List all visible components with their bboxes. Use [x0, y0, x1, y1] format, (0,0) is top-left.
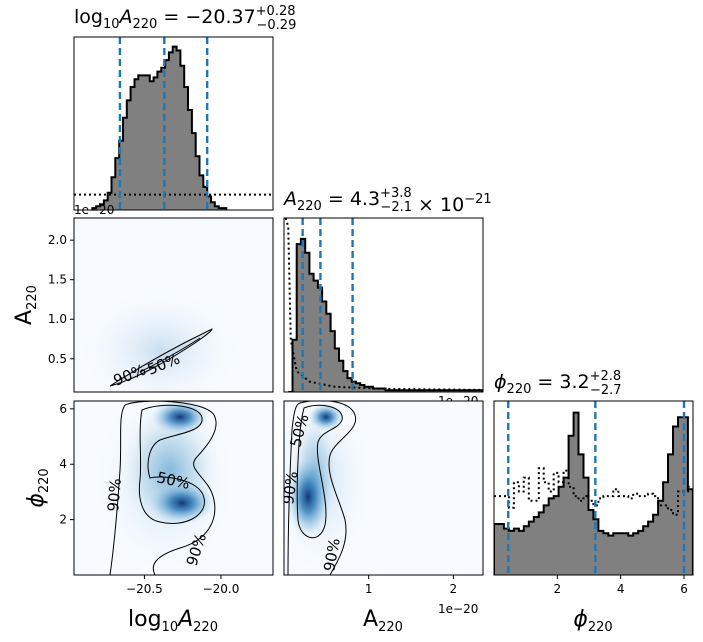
xlabel-A220: A220: [363, 607, 403, 635]
xtick-phi220-tick-label-1: 4: [617, 582, 625, 596]
axes-frame-log10A220-marginal: [73, 36, 274, 211]
ytick-phi220-tick-label-0: 2: [59, 513, 67, 527]
hist-step-phi220-marginal: [494, 411, 693, 575]
ytick-phi220-tick-label-2: 6: [59, 402, 67, 416]
xtick-log10A220-tick-label-0: −20.5: [126, 582, 163, 596]
xtick-A220-tick-label-0: 1: [365, 582, 373, 596]
xtick-log10A220-tick-label-1: −20.0: [203, 582, 240, 596]
hist-A220: [284, 218, 483, 392]
hist-fill-phi220-marginal: [494, 412, 693, 575]
axes-frame-log10A220-vs-A220: [73, 217, 274, 393]
contour-50-A220-phi220: [296, 404, 343, 538]
offset-label-A220-bottom: 1e−20: [438, 602, 478, 616]
ytick-A220-tick-label-1: 1.0: [48, 312, 67, 326]
offset-label-log10A220-marginal: 1e−20: [74, 203, 114, 217]
hist-phi220: [494, 401, 693, 575]
xlabel-phi220: ϕ220: [573, 607, 612, 635]
axes-frame-phi220-marginal: [493, 400, 694, 576]
ytick-phi220-tick-label-1: 4: [59, 457, 67, 471]
contour-90-log10A220-phi220: [109, 401, 217, 575]
xlabel-log10A220: log10A220: [128, 607, 218, 635]
ylabel-A220: A220: [12, 285, 40, 325]
ytick-A220-tick-label-2: 1.5: [48, 273, 67, 287]
panel-log10A220-marginal: log10A220 = −20.37+0.28 −0.29 1e−20: [73, 4, 296, 217]
contour-label-90-c1: 90%: [279, 470, 301, 506]
ylabel-phi220: ϕ220: [24, 468, 52, 507]
xticks-phi220: 2 4 6: [554, 575, 688, 596]
hist-step-log10A220-marginal: [91, 45, 228, 210]
contour-label-90-b1: 90%: [104, 478, 125, 513]
yticks-phi220: 2 4 6: [59, 402, 74, 527]
ytick-A220-tick-label-3: 2.0: [48, 233, 67, 247]
xtick-A220-tick-label-1: 2: [450, 582, 458, 596]
panel-log10A220-vs-A220: 90% 50% 0.51.01.52.0 A220: [12, 217, 274, 393]
panel-A220-marginal: A220 = 4.3+3.8−2.1 × 10−21 1e−20: [282, 186, 492, 408]
axes-frame-log10A220-vs-phi220: [73, 400, 274, 576]
contour-50-log10A220-A220: [139, 337, 201, 373]
xtick-phi220-tick-label-2: 6: [680, 582, 688, 596]
yticks-A220: 0.5 1.0 1.5 2.0: [48, 233, 74, 366]
panel-log10A220-vs-phi220: 50% 90% 90% −20.5 −20.0 246 log10A220 ϕ22…: [24, 400, 274, 635]
hist-log10A220: [74, 37, 273, 210]
contour-50-log10A220-phi220: [138, 404, 205, 524]
hist-fill-log10A220-marginal: [92, 46, 227, 210]
xtick-phi220-tick-label-0: 2: [554, 582, 562, 596]
contour-90-log10A220-A220: [109, 328, 213, 387]
xticks-log10A220: −20.5 −20.0: [126, 575, 239, 596]
panel-title-A220: A220 = 4.3+3.8 −2.1 × 10−21: [282, 186, 492, 216]
prior-phi220-marginal: [494, 467, 693, 516]
axes-frame-A220-vs-phi220: [283, 400, 484, 576]
axes-frame-A220-marginal: [283, 217, 484, 393]
panel-title-phi220: ϕ220 = 3.2+2.8 −2.7: [494, 369, 622, 398]
contour-label-90-c2: 90%: [320, 537, 344, 573]
ytick-A220-tick-label-0: 0.5: [48, 352, 67, 366]
panel-phi220-marginal: ϕ220 = 3.2+2.8 −2.7: [493, 369, 694, 576]
panel-title-log10A220: log10A220 = −20.37+0.28 −0.29: [74, 4, 296, 33]
contour-90-A220-phi220: [287, 401, 357, 575]
hist-fill-A220-marginal: [288, 238, 483, 392]
